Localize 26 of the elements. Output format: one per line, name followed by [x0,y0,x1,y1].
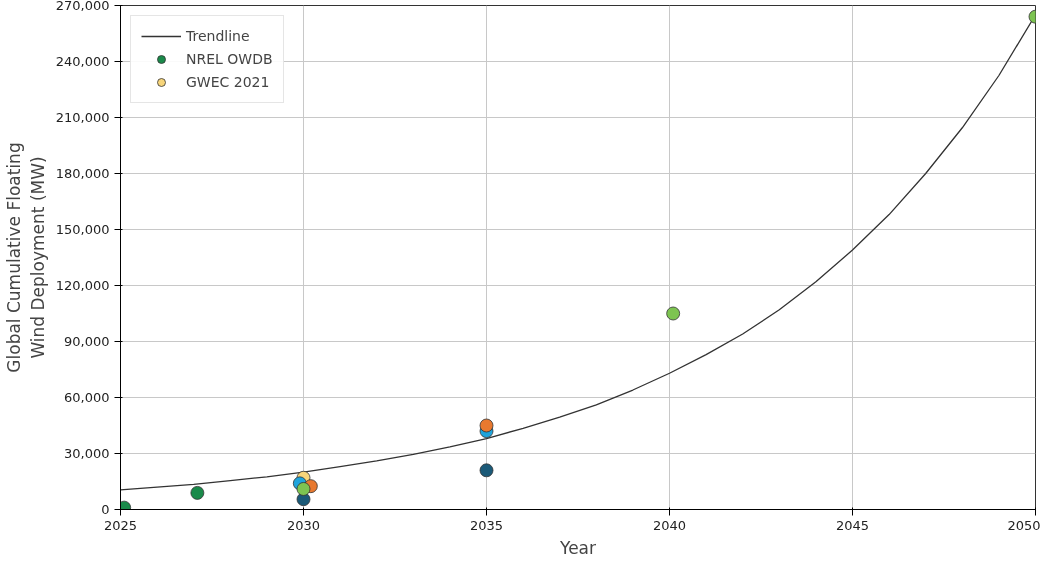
y-tick-label: 90,000 [64,334,110,349]
point [190,486,205,500]
legend-label: Trendline [186,28,250,44]
y-tick-label: 60,000 [64,390,110,405]
x-tick-label: 2030 [286,517,321,533]
y-tick-label: 240,000 [55,54,110,69]
x-tick-label: 2045 [835,517,870,533]
y-tick-label: 210,000 [55,110,110,125]
y-tick-label: 180,000 [55,166,110,181]
y-axis-title: Global Cumulative Floating Wind Deployment (MW) [3,142,48,373]
y-tick-label: 120,000 [55,278,110,293]
point [479,463,494,478]
legend-label: GWEC 2021 [186,74,270,90]
y-tick-label: 30,000 [64,446,110,461]
point [666,306,681,321]
y-tick-label: 0 [101,502,110,517]
y-tick-label: 150,000 [55,222,110,237]
legend-label: NREL OWDB [186,51,273,67]
point [479,418,494,433]
point [296,482,311,496]
x-axis-title: Year [559,537,597,558]
x-tick-label: 2025 [103,517,138,533]
x-tick-label: 2040 [652,517,687,533]
x-tick-label: 2035 [469,517,504,533]
y-tick-label: 270,000 [55,0,110,13]
x-tick-label: 2050 [1007,517,1041,533]
